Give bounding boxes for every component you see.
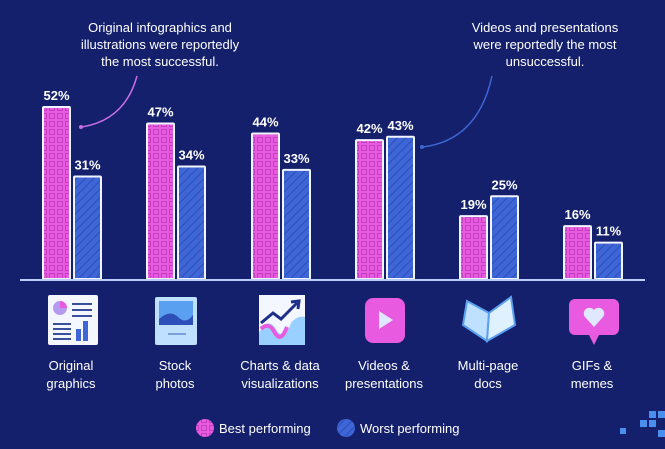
best-bar: [563, 225, 592, 280]
video-play-icon: [365, 298, 405, 343]
decorative-pixels: [620, 411, 665, 437]
best-bar: [146, 122, 175, 280]
data-label: 42%: [356, 121, 382, 136]
data-label: 52%: [43, 88, 69, 103]
legend: Best performing Worst performing: [196, 419, 459, 437]
legend-label-best: Best performing: [219, 421, 311, 436]
worst-bar: [490, 195, 519, 280]
data-label: 19%: [460, 197, 486, 212]
data-label: 33%: [283, 151, 309, 166]
data-label: 44%: [252, 114, 278, 129]
stock-photo-icon: [155, 297, 197, 345]
best-bar: [251, 132, 280, 280]
legend-item-worst[interactable]: Worst performing: [337, 419, 459, 437]
best-bar: [42, 106, 71, 280]
worst-bar: [73, 175, 102, 280]
best-performing-swatch: [196, 419, 214, 437]
chart-icon: [259, 295, 305, 345]
worst-performing-swatch: [337, 419, 355, 437]
annotation-arrow-left: [81, 75, 138, 128]
category-label: Multi-page docs: [458, 358, 519, 391]
category-label: Videos & presentations: [345, 358, 424, 391]
legend-item-best[interactable]: Best performing: [196, 419, 311, 437]
annotation-text: Original infographics and illustrations w…: [81, 20, 240, 69]
annotation-text: Videos and presentations were reportedly …: [472, 20, 619, 69]
category-label: GIFs & memes: [571, 358, 614, 391]
data-label: 16%: [564, 207, 590, 222]
infographic-icon: [48, 295, 98, 345]
open-book-icon: [461, 295, 517, 343]
data-label: 11%: [596, 224, 622, 239]
annotation-arrow-left-head: [79, 125, 83, 129]
best-bar: [355, 139, 384, 280]
category-label: Original graphics: [46, 358, 96, 391]
worst-bar: [177, 165, 206, 281]
annotation-arrow-right-head: [420, 145, 424, 149]
category-label: Stock photos: [155, 358, 195, 391]
category-label: Charts & data visualizations: [240, 358, 320, 391]
worst-bar: [386, 135, 415, 280]
data-label: 25%: [491, 177, 517, 192]
data-label: 47%: [147, 105, 173, 120]
annotation-arrow-right: [422, 75, 493, 148]
data-label: 34%: [178, 148, 204, 163]
worst-bar: [594, 241, 623, 281]
best-bar: [459, 215, 488, 280]
data-label: 31%: [74, 157, 100, 172]
data-label: 43%: [387, 118, 413, 133]
worst-bar: [282, 168, 311, 281]
legend-label-worst: Worst performing: [360, 421, 459, 436]
heart-message-icon: [569, 299, 619, 345]
